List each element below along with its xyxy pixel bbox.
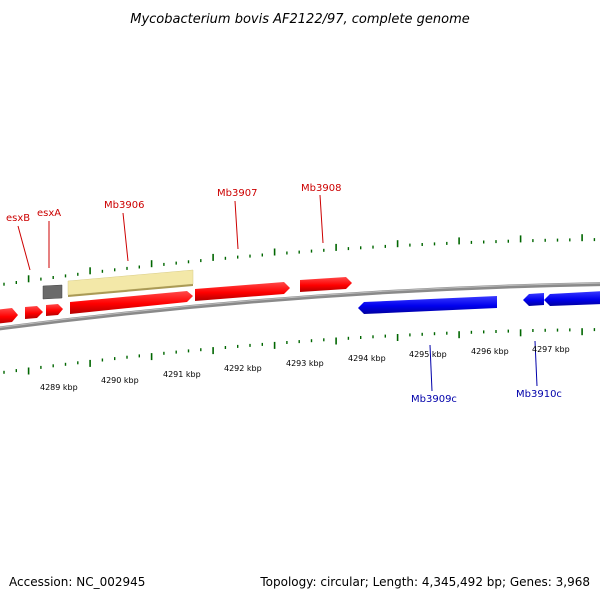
tick-label: 4295 kbp xyxy=(409,350,447,359)
gene-arrow[interactable] xyxy=(358,296,497,314)
genome-summary-text: Topology: circular; Length: 4,345,492 bp… xyxy=(259,575,590,589)
leader-line xyxy=(17,225,31,271)
gene-arrow[interactable] xyxy=(46,304,63,316)
gene-arrow[interactable] xyxy=(70,291,193,314)
gene-arrow[interactable] xyxy=(195,282,290,301)
gene-label-Mb3910c[interactable]: Mb3910c xyxy=(516,389,562,400)
gene-arrow[interactable] xyxy=(300,277,352,292)
gene-arrow[interactable] xyxy=(544,291,600,306)
forward-gene-labels: esxB esxA Mb3906 Mb3907 Mb3908 xyxy=(6,183,341,271)
forward-gene-track xyxy=(0,277,352,324)
gene-label-Mb3908[interactable]: Mb3908 xyxy=(301,183,341,194)
accession-text: Accession: NC_002945 xyxy=(9,575,145,589)
tick-label: 4290 kbp xyxy=(101,376,139,385)
gene-label-Mb3909c[interactable]: Mb3909c xyxy=(411,394,457,405)
gene-arrow[interactable] xyxy=(25,306,43,319)
gene-label-Mb3906[interactable]: Mb3906 xyxy=(104,200,144,211)
gene-arrow[interactable] xyxy=(523,293,544,306)
feature-gap[interactable] xyxy=(42,284,63,300)
upper-tick-row xyxy=(3,234,596,286)
leader-line xyxy=(534,340,538,387)
misc-feature-shadow xyxy=(68,284,193,297)
gene-label-esxB[interactable]: esxB xyxy=(6,213,30,224)
feature-track xyxy=(42,269,194,300)
reverse-gene-labels: Mb3909c Mb3910c xyxy=(411,340,562,405)
reverse-gene-track xyxy=(358,291,600,314)
tick-label: 4296 kbp xyxy=(471,347,509,356)
tick-label: 4289 kbp xyxy=(40,383,78,392)
tick-label: 4293 kbp xyxy=(286,359,324,368)
gene-label-esxA[interactable]: esxA xyxy=(37,208,61,219)
tick-label: 4294 kbp xyxy=(348,354,386,363)
kbp-tick-labels: 4289 kbp 4290 kbp 4291 kbp 4292 kbp 4293… xyxy=(40,345,570,392)
leader-line xyxy=(319,194,324,244)
tick-label: 4297 kbp xyxy=(532,345,570,354)
genome-backbone xyxy=(0,282,600,331)
tick-label: 4291 kbp xyxy=(163,370,201,379)
gene-arrow[interactable] xyxy=(0,308,18,324)
tick-label: 4292 kbp xyxy=(224,364,262,373)
leader-line xyxy=(234,200,239,250)
lower-tick-row xyxy=(3,328,596,375)
map-title: Mycobacterium bovis AF2122/97, complete … xyxy=(130,12,469,27)
genome-backbone-highlight xyxy=(0,282,600,328)
leader-line xyxy=(429,344,433,392)
gene-label-Mb3907[interactable]: Mb3907 xyxy=(217,188,257,199)
leader-line xyxy=(122,212,129,262)
